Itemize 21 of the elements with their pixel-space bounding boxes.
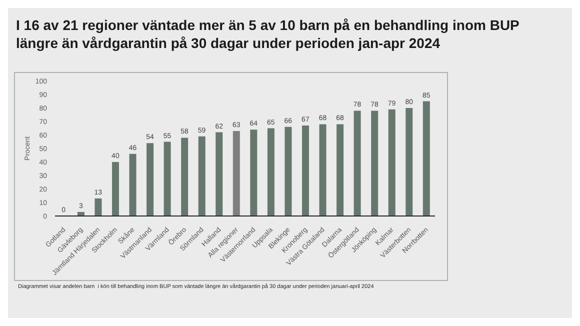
chart-title: I 16 av 21 regioner väntade mer än 5 av 10 barn på en behandling inom BUP längre än vårdgarantin på 30 dagar under perioden jan-apr 2024 <box>16 16 520 52</box>
bar <box>406 108 413 216</box>
bar <box>250 130 258 216</box>
bar <box>371 110 378 216</box>
bar <box>112 162 119 216</box>
bar <box>146 143 154 216</box>
bar <box>336 124 344 216</box>
bar <box>232 130 240 216</box>
bar <box>129 154 136 216</box>
bar <box>354 110 361 216</box>
bar <box>164 142 171 216</box>
bar <box>388 109 396 216</box>
bar <box>198 136 206 216</box>
bar <box>267 128 274 216</box>
bar <box>284 126 292 216</box>
bar <box>422 101 430 216</box>
bar <box>181 138 188 216</box>
bar <box>319 124 326 216</box>
bar <box>94 198 102 216</box>
bar <box>302 126 309 216</box>
bar <box>216 132 223 216</box>
